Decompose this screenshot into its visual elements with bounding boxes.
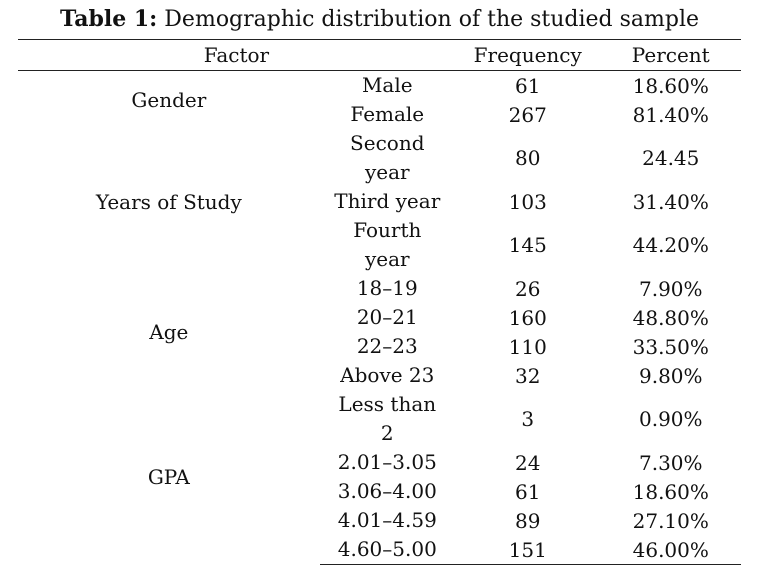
table-row: Above 23 32 9.80% [18,361,741,390]
category-label: 4.60–5.00 [337,537,437,561]
percent-cell: 81.40% [632,102,709,127]
category-cell: 20–21 [320,303,455,332]
frequency-cell: 267 [508,102,547,127]
category-cell: Above 23 [320,361,455,390]
table-row: 22–23 110 33.50% [18,332,741,361]
percent-cell: 46.00% [600,535,741,565]
frequency-cell: 145 [508,233,547,257]
group-name-gpa: GPA [147,465,190,490]
frequency-cell: 160 [508,305,547,330]
percent-cell: 24.45 [642,146,700,170]
category-label: 3.06–4.00 [337,479,437,503]
category-label: Fourth year [353,218,422,271]
demographic-table: Factor Frequency Percent Gender Male 61 … [18,39,741,565]
table-row: Fourth year 145 44.20% [18,216,741,274]
percent-cell: 44.20% [632,233,709,257]
header-row: Factor Frequency Percent [18,39,741,71]
category-label: Second year [350,131,425,184]
table-row: 20–21 160 48.80% [18,303,741,332]
percent-cell: 48.80% [632,305,709,330]
category-label: 20–21 [356,305,418,329]
category-cell: Third year [320,187,455,216]
category-label: 18–19 [356,276,418,300]
category-cell: 22–23 [320,332,455,361]
category-label: Above 23 [340,363,435,387]
frequency-cell: 151 [454,535,601,565]
category-label: Third year [334,189,441,213]
header-factor: Factor [18,39,455,71]
percent-cell: 27.10% [632,508,709,533]
table-row: Gender Male 61 18.60% [18,71,741,112]
category-cell: 4.60–5.00 [319,535,455,565]
category-cell: Less than 2 [320,390,455,448]
percent-cell: 9.80% [638,363,703,388]
category-label: Less than 2 [338,392,437,445]
category-cell: Female [320,100,455,129]
table-row: GPA Less than 2 3 0.90% [18,390,741,489]
frequency-cell: 103 [508,189,547,214]
frequency-cell: 61 [514,479,541,504]
category-cell: Fourth year [320,216,455,274]
frequency-cell: 61 [514,73,541,98]
group-name-gender: Gender [131,88,207,112]
group-name-age: Age [149,320,189,344]
frequency-cell: 32 [514,363,541,388]
frequency-cell: 24 [514,450,541,475]
table-caption-label: Table 1: [59,6,158,32]
category-cell: Male [320,71,455,101]
frequency-cell: 80 [514,146,541,170]
percent-cell: 33.50% [632,334,709,359]
table-row: Third year 103 31.40% [18,187,741,216]
header-percent: Percent [600,39,741,71]
table-caption-text: Demographic distribution of the studied … [164,7,700,32]
category-cell: Second year [320,129,455,187]
frequency-cell: 26 [514,276,541,301]
table-row: 4.60–5.00 151 46.00% [18,535,741,565]
percent-cell: 0.90% [638,407,703,431]
percent-cell: 18.60% [632,73,709,98]
table-row: 4.01–4.59 89 27.10% [18,506,741,535]
table-row: Female 267 81.40% [18,100,741,129]
group-name-years-of-study: Years of Study [95,189,242,214]
percent-cell: 18.60% [632,479,709,504]
category-label: Male [361,73,413,97]
category-label: Female [350,102,425,126]
table-row: Years of Study Second year 80 24.45 [18,129,741,214]
table-row: 3.06–4.00 61 18.60% [18,477,741,506]
table-row: 2.01–3.05 24 7.30% [18,448,741,477]
header-frequency: Frequency [454,39,601,71]
category-label: 4.01–4.59 [337,508,437,532]
percent-cell: 7.30% [638,450,703,475]
frequency-cell: 110 [508,334,547,359]
category-label: 22–23 [356,334,418,358]
table-caption: Table 1: Demographic distribution of the… [0,4,759,35]
frequency-cell: 3 [521,407,535,431]
percent-cell: 31.40% [632,189,709,214]
percent-cell: 7.90% [638,276,703,301]
category-cell: 3.06–4.00 [320,477,455,506]
category-cell: 2.01–3.05 [320,448,455,477]
category-label: 2.01–3.05 [337,450,437,474]
frequency-cell: 89 [514,508,541,533]
category-cell: 18–19 [320,274,455,303]
category-cell: 4.01–4.59 [320,506,455,535]
table-row: Age 18–19 26 7.90% [18,274,741,344]
